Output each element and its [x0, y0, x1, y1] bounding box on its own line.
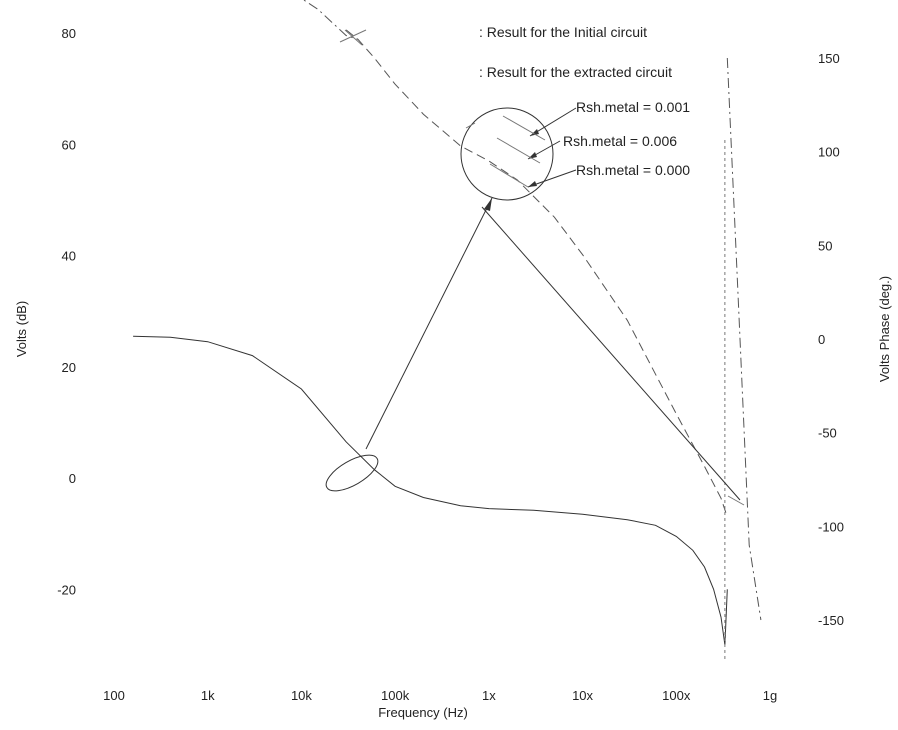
callout-layer [325, 29, 745, 506]
axes-layer: 100 1k 10k 100k 1x 10x 100x 1g 80 60 40 20 0 -20 150 10… [57, 26, 844, 703]
axis-titles: Frequency (Hz) Volts (dB) Volts Phase (d… [14, 276, 892, 720]
zoom-circle [460, 107, 554, 201]
y-tick-label-0: 80 [62, 26, 76, 41]
x-tick-label-4: 1x [482, 688, 496, 703]
y-tick-label-2: 40 [62, 249, 76, 264]
legend: : Result for the Initial circuit : Resul… [479, 24, 672, 80]
callout-pointer-2-head [528, 152, 537, 159]
y2-tick-label-0: 150 [818, 51, 840, 66]
zoom-trace-1 [502, 115, 546, 141]
y2-tick-label-5: -100 [818, 519, 844, 534]
y-tick-label-1: 60 [62, 137, 76, 152]
x-tick-label-5: 10x [572, 688, 593, 703]
callout-pointer-1-head [530, 129, 539, 136]
x-tick-label-3: 100k [381, 688, 410, 703]
x-axis-title: Frequency (Hz) [378, 705, 468, 720]
y2-tick-label-3: 0 [818, 332, 825, 347]
y2-tick-label-2: 50 [818, 238, 832, 253]
annotations: Rsh.metal = 0.001 Rsh.metal = 0.006 Rsh.… [563, 99, 690, 178]
annotation-rsh-0000: Rsh.metal = 0.000 [576, 162, 690, 178]
x-tick-label-6: 100x [662, 688, 691, 703]
annotation-rsh-0006: Rsh.metal = 0.006 [563, 133, 677, 149]
x-tick-label-1: 1k [201, 688, 215, 703]
x-tick-label-2: 10k [291, 688, 312, 703]
zoom-trace-3 [489, 163, 529, 188]
series-line-3 [726, 57, 762, 621]
callout-pointer-3-head [528, 181, 537, 187]
y-tick-label-5: -20 [57, 582, 76, 597]
zoom-trace-2 [496, 137, 541, 164]
annotation-rsh-0001: Rsh.metal = 0.001 [576, 99, 690, 115]
y2-tick-label-6: -150 [818, 613, 844, 628]
marker-cross-c [727, 495, 745, 506]
y-tick-label-3: 20 [62, 360, 76, 375]
zoom-arrow-head [484, 198, 492, 211]
zoom-arrow-right [481, 206, 741, 501]
series-line-2 [302, 0, 359, 40]
x-tick-label-0: 100 [103, 688, 125, 703]
y2-tick-label-4: -50 [818, 426, 837, 441]
series-line-0 [133, 335, 728, 645]
marker-cross-b [344, 29, 363, 46]
zoom-arrow-left [365, 197, 493, 450]
x-tick-label-7: 1g [763, 688, 777, 703]
y-tick-label-4: 0 [69, 471, 76, 486]
y2-tick-label-1: 100 [818, 145, 840, 160]
marker-cross-a [339, 29, 367, 43]
marker-stub-right [465, 122, 476, 129]
legend-entry-extracted: : Result for the extracted circuit [479, 64, 672, 80]
zoom-source-ellipse [325, 454, 379, 492]
y-axis-title: Volts (dB) [14, 301, 29, 357]
legend-entry-initial: : Result for the Initial circuit [479, 24, 647, 40]
y2-axis-title: Volts Phase (deg.) [877, 276, 892, 382]
